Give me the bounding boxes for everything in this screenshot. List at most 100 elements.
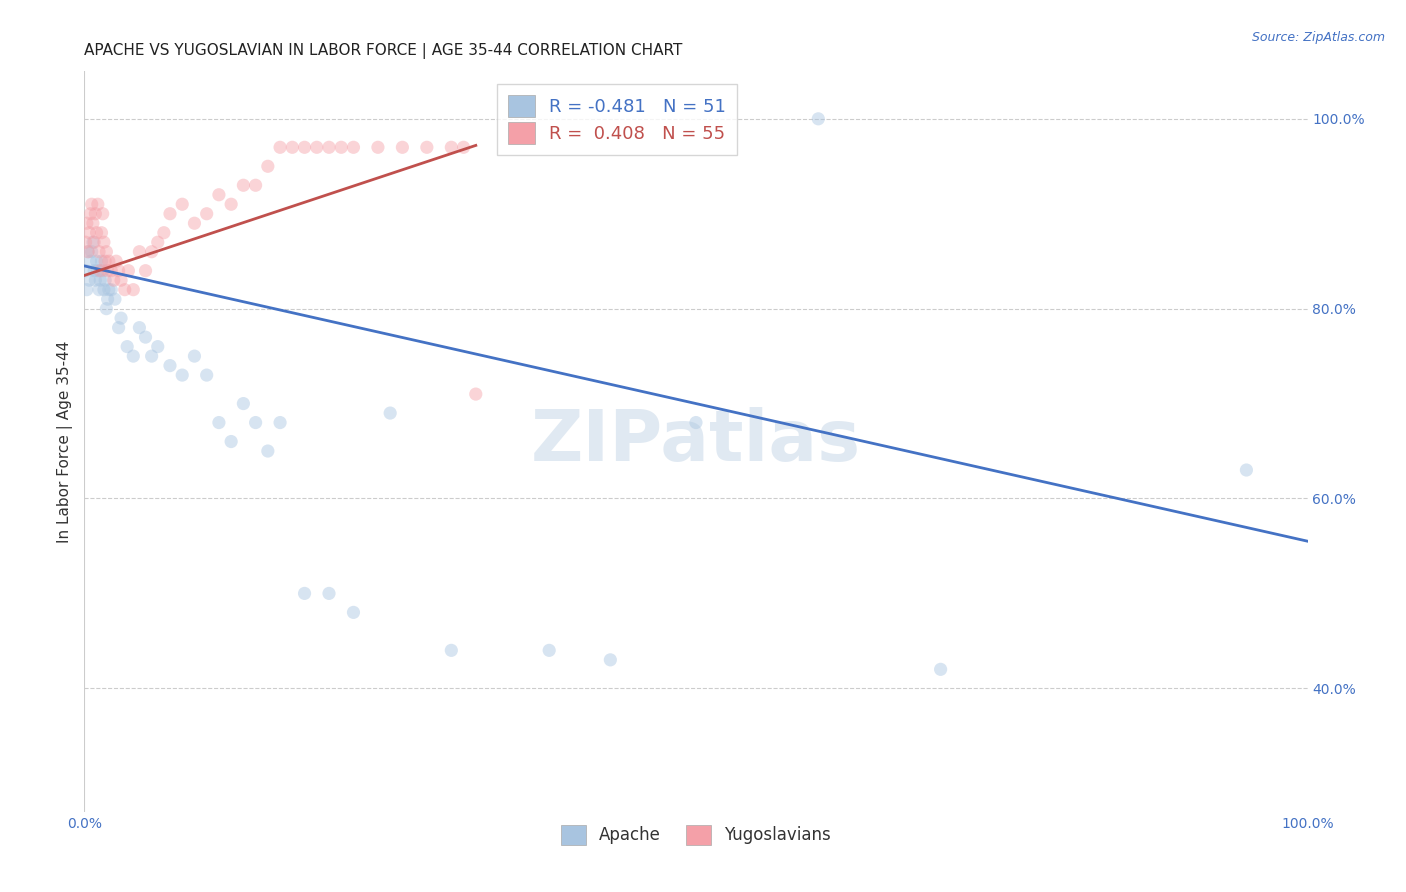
Point xyxy=(440,140,463,154)
Point xyxy=(305,140,328,154)
Text: ZIPatlas: ZIPatlas xyxy=(531,407,860,476)
Point xyxy=(195,207,218,221)
Point xyxy=(77,226,100,240)
Point xyxy=(330,140,353,154)
Point xyxy=(464,387,486,401)
Point xyxy=(87,244,110,259)
Point xyxy=(685,416,707,430)
Point xyxy=(440,643,463,657)
Point xyxy=(219,197,242,211)
Point xyxy=(110,273,132,287)
Point xyxy=(294,140,316,154)
Point xyxy=(77,273,100,287)
Point xyxy=(117,263,139,277)
Point xyxy=(159,207,181,221)
Point xyxy=(84,273,107,287)
Point xyxy=(929,662,952,676)
Point xyxy=(87,263,110,277)
Point xyxy=(122,349,145,363)
Point xyxy=(86,254,108,268)
Point xyxy=(128,320,150,334)
Point xyxy=(110,311,132,326)
Point xyxy=(82,216,104,230)
Point xyxy=(281,140,304,154)
Point xyxy=(318,586,340,600)
Point xyxy=(100,263,122,277)
Point xyxy=(93,283,115,297)
Point xyxy=(453,140,475,154)
Point xyxy=(141,244,163,259)
Point xyxy=(208,416,231,430)
Point xyxy=(232,178,254,193)
Y-axis label: In Labor Force | Age 35-44: In Labor Force | Age 35-44 xyxy=(58,341,73,542)
Text: Source: ZipAtlas.com: Source: ZipAtlas.com xyxy=(1251,31,1385,45)
Point xyxy=(90,226,112,240)
Point xyxy=(294,586,316,600)
Point xyxy=(93,235,115,250)
Point xyxy=(76,216,98,230)
Point xyxy=(114,283,136,297)
Point xyxy=(219,434,242,449)
Point xyxy=(103,273,125,287)
Point xyxy=(257,444,280,458)
Point xyxy=(83,235,105,250)
Point xyxy=(128,244,150,259)
Point xyxy=(367,140,389,154)
Point xyxy=(97,283,120,297)
Point xyxy=(75,235,97,250)
Point xyxy=(87,197,110,211)
Point xyxy=(599,653,621,667)
Point xyxy=(80,197,103,211)
Point xyxy=(100,283,122,297)
Point xyxy=(135,263,157,277)
Point xyxy=(146,235,169,250)
Text: APACHE VS YUGOSLAVIAN IN LABOR FORCE | AGE 35-44 CORRELATION CHART: APACHE VS YUGOSLAVIAN IN LABOR FORCE | A… xyxy=(84,43,683,59)
Point xyxy=(87,283,110,297)
Point xyxy=(141,349,163,363)
Point xyxy=(89,263,111,277)
Point xyxy=(380,406,402,420)
Point xyxy=(97,292,120,306)
Point xyxy=(232,396,254,410)
Point xyxy=(91,263,114,277)
Point xyxy=(96,301,118,316)
Point xyxy=(257,159,280,173)
Point xyxy=(82,235,104,250)
Point xyxy=(245,416,267,430)
Point xyxy=(107,263,129,277)
Point xyxy=(269,140,291,154)
Point xyxy=(153,226,176,240)
Point xyxy=(269,416,291,430)
Point xyxy=(172,368,194,383)
Point xyxy=(342,140,364,154)
Point xyxy=(97,254,120,268)
Point xyxy=(75,263,97,277)
Point xyxy=(195,368,218,383)
Point xyxy=(538,643,561,657)
Point xyxy=(172,197,194,211)
Point xyxy=(96,244,118,259)
Point xyxy=(91,207,114,221)
Point xyxy=(416,140,439,154)
Point xyxy=(159,359,181,373)
Point xyxy=(245,178,267,193)
Point xyxy=(318,140,340,154)
Legend: Apache, Yugoslavians: Apache, Yugoslavians xyxy=(554,818,838,852)
Point xyxy=(105,254,128,268)
Point xyxy=(1236,463,1258,477)
Point xyxy=(76,283,98,297)
Point xyxy=(183,216,205,230)
Point xyxy=(107,320,129,334)
Point xyxy=(77,244,100,259)
Point xyxy=(146,340,169,354)
Point xyxy=(86,226,108,240)
Point xyxy=(122,283,145,297)
Point xyxy=(84,207,107,221)
Point xyxy=(90,254,112,268)
Point xyxy=(97,263,120,277)
Point xyxy=(79,254,101,268)
Point xyxy=(104,292,127,306)
Point xyxy=(94,254,117,268)
Point xyxy=(135,330,157,344)
Point xyxy=(391,140,413,154)
